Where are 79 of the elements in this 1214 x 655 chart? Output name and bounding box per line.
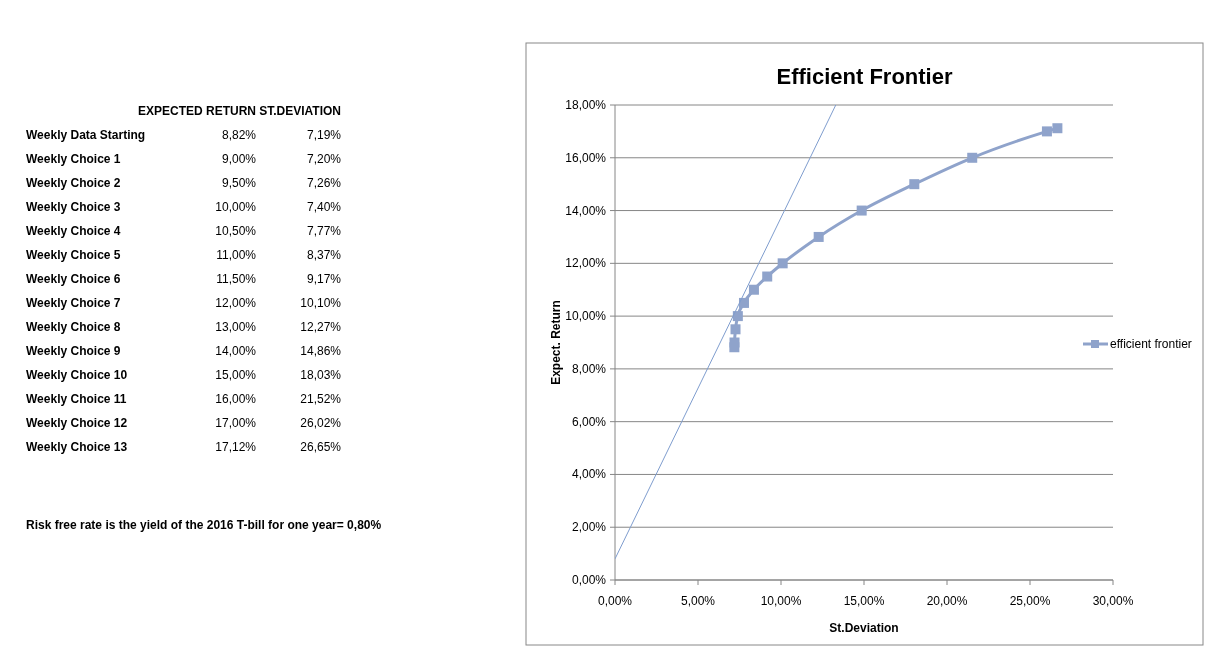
y-tick-label: 10,00% [565, 309, 607, 324]
point [738, 297, 749, 308]
data-label: 7,26% [306, 176, 342, 190]
x-axis-title: St.Deviation [829, 621, 899, 635]
data-label: 10,00% [215, 200, 257, 214]
data-label: 16,00% [215, 392, 257, 406]
data-label: 11,50% [216, 272, 257, 286]
y-tick-label: 0,00% [571, 573, 607, 587]
data-label: 9,17% [306, 272, 342, 286]
category-label: Weekly Data Starting [26, 128, 146, 142]
category-label: Weekly Choice 8 [26, 320, 121, 334]
data-label: 11,00% [216, 248, 257, 262]
point [729, 337, 740, 348]
text: Risk free rate is the yield of the 2016 T-bill for one year= 0,80% [26, 518, 382, 532]
y-tick-label: 12,00% [565, 256, 607, 271]
data-label: 18,03% [300, 368, 342, 382]
x-tick-label: 20,00% [926, 594, 968, 608]
data-label: 9,50% [221, 176, 257, 190]
point [967, 152, 978, 163]
data-label: 17,12% [215, 440, 257, 454]
y-tick-label: 4,00% [571, 467, 607, 482]
data-label: 13,00% [215, 320, 257, 334]
data-label: 12,00% [215, 296, 257, 310]
x-tick-label: 0,00% [597, 594, 633, 608]
point [1052, 123, 1063, 134]
point [748, 284, 759, 295]
y-tick-label: 8,00% [571, 361, 607, 376]
data-label: 26,65% [300, 440, 342, 454]
data-label: 7,40% [306, 200, 342, 214]
category-label: Weekly Choice 11 [26, 392, 127, 406]
point [762, 271, 773, 282]
point [732, 311, 743, 322]
x-tick-label: 30,00% [1092, 594, 1134, 608]
point [909, 179, 920, 190]
data-label: 10,50% [215, 224, 257, 238]
data-label: 17,00% [215, 416, 257, 430]
legend-label: efficient frontier [1110, 337, 1192, 351]
data-label: 26,02% [300, 416, 342, 430]
category-label: Weekly Choice 10 [26, 368, 128, 382]
category-label: Weekly Choice 12 [26, 416, 128, 430]
x-tick-label: 25,00% [1009, 594, 1051, 608]
category-label: Weekly Choice 5 [26, 248, 121, 262]
y-tick-label: 18,00% [565, 98, 607, 112]
category-label: Weekly Choice 4 [26, 224, 121, 238]
data-label: 15,00% [215, 368, 257, 382]
data-label: 21,52% [300, 392, 342, 406]
category-label: Weekly Choice 7 [26, 296, 121, 310]
data-label: 14,00% [215, 344, 257, 358]
point [1041, 126, 1052, 137]
y-tick-label: 16,00% [565, 150, 607, 165]
data-label: 14,86% [300, 344, 342, 358]
point [813, 231, 824, 242]
category-label: Weekly Choice 2 [26, 176, 121, 190]
category-label: Weekly Choice 9 [26, 344, 121, 358]
data-label: 10,10% [300, 296, 342, 310]
data-label: 7,77% [306, 224, 342, 238]
x-tick-label: 10,00% [760, 594, 802, 608]
data-label: 12,27% [300, 320, 342, 334]
point [777, 258, 788, 269]
category-label: Weekly Choice 1 [26, 152, 121, 166]
data-label: 7,20% [306, 152, 342, 166]
text: ST.DEVIATION [259, 104, 341, 118]
category-label: Weekly Choice 13 [26, 440, 128, 454]
y-axis-title: Expect. Return [549, 300, 563, 385]
point [730, 324, 741, 335]
data-label: 8,37% [306, 248, 342, 262]
x-tick-label: 15,00% [843, 594, 885, 608]
y-tick-label: 14,00% [565, 203, 607, 218]
x-tick-label: 5,00% [680, 594, 716, 608]
y-tick-label: 2,00% [571, 520, 607, 535]
data-label: 8,82% [221, 128, 257, 142]
chart-title: Efficient Frontier [776, 64, 953, 89]
text: EXPECTED RETURN [137, 104, 256, 118]
data-label: 7,19% [306, 128, 342, 142]
y-tick-label: 6,00% [571, 414, 607, 429]
category-label: Weekly Choice 3 [26, 200, 121, 214]
point [856, 205, 867, 216]
category-label: Weekly Choice 6 [26, 272, 121, 286]
data-label: 9,00% [221, 152, 257, 166]
